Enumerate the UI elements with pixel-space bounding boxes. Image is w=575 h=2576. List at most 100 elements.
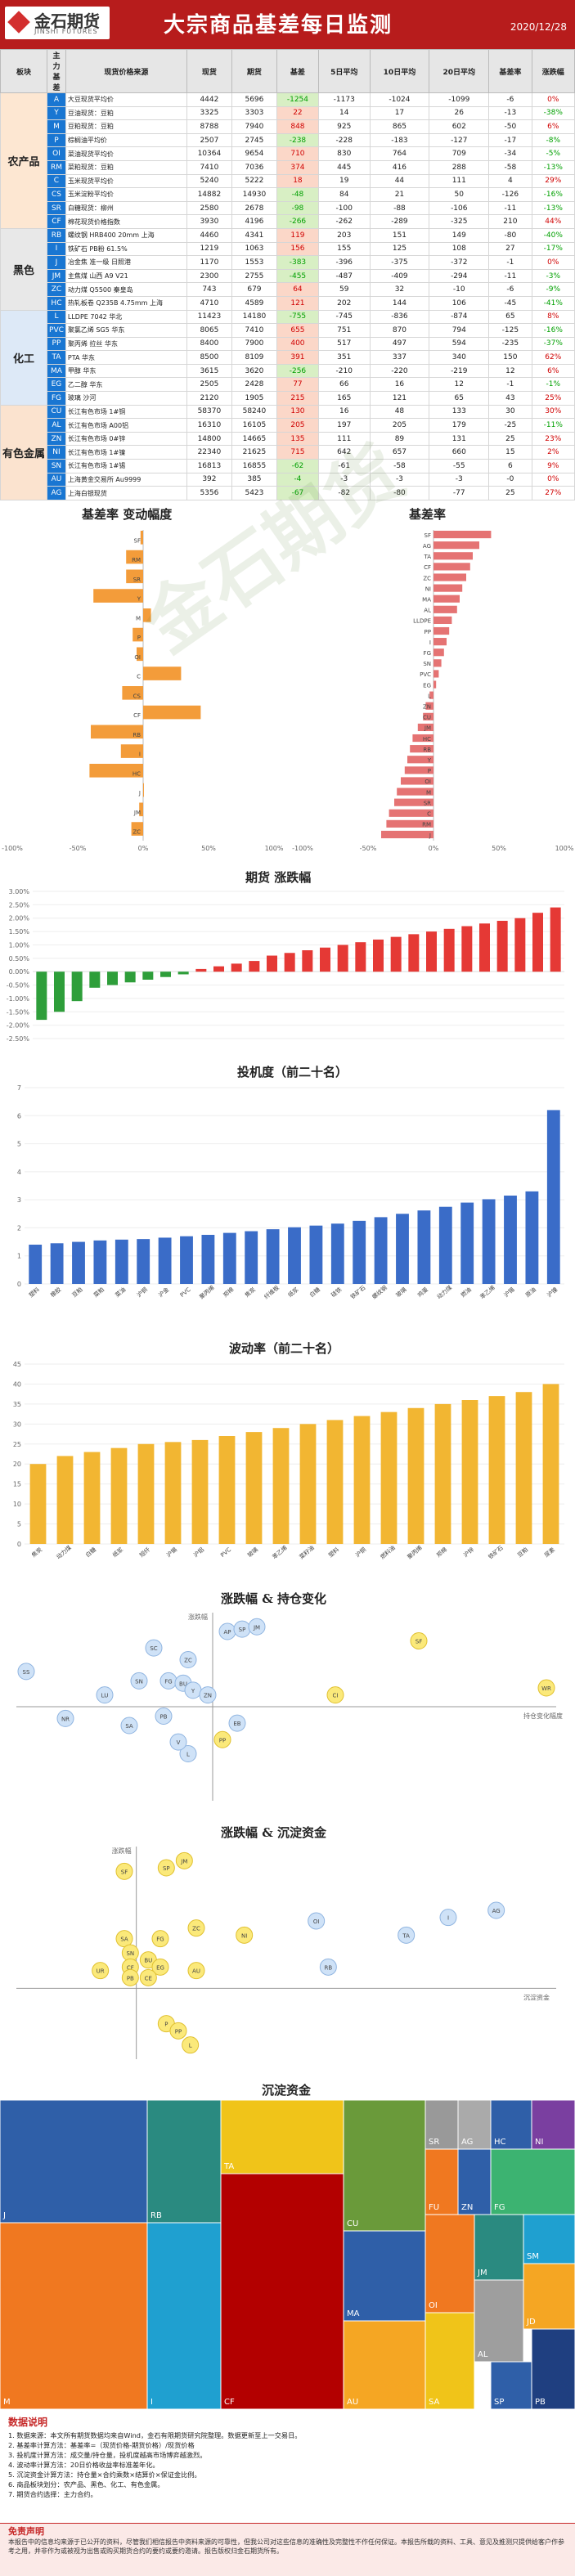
table-cell: 121	[276, 295, 319, 311]
table-row: J 冶金焦 准一级 日照港 1170 1553 -383 -396 -375 -372 -1 0%	[1, 255, 575, 270]
table-cell: 16310	[186, 418, 232, 433]
column-header: 现货	[186, 49, 232, 93]
chg-bar	[160, 972, 171, 977]
scatter1-point-label: EB	[233, 1721, 240, 1727]
table-row: AL 长江有色市场 A00铝 16310 16105 205 197 205 179 -25 -1…	[1, 418, 575, 433]
table-cell: 5240	[186, 173, 232, 189]
basis-change-bar	[143, 608, 151, 622]
table-cell: 210	[488, 214, 532, 229]
table-cell: -6	[488, 92, 532, 107]
table-cell: 大豆现货平均价	[65, 92, 187, 107]
chg-ytick: -0.50%	[7, 982, 30, 990]
scatter1-point-label: LU	[101, 1693, 109, 1699]
scatter2-point	[187, 1962, 205, 1980]
page-header: 金石期货 JINSHI FUTURES 大宗商品基差每日监测 2020/12/2…	[0, 0, 575, 49]
table-cell: 149	[429, 227, 490, 243]
basis-rate-label: M	[426, 789, 431, 796]
logo: 金石期货 JINSHI FUTURES	[5, 7, 110, 39]
table-cell: -183	[369, 132, 430, 148]
vol-bar	[353, 1416, 371, 1544]
treemap-title: 沉淀资金	[262, 2083, 312, 2098]
table-cell: 长江有色市场 A00铝	[65, 418, 187, 433]
spec-bar	[180, 1236, 193, 1284]
column-header: 基差	[276, 49, 319, 93]
table-cell: 150	[488, 350, 532, 365]
table-cell: 8%	[531, 309, 575, 325]
table-cell: 0%	[531, 472, 575, 487]
table-cell: 392	[186, 472, 232, 487]
table-cell: 0%	[531, 92, 575, 107]
spec-xlabel: 燃油	[459, 1286, 473, 1299]
table-cell: I	[47, 241, 66, 257]
vol-xlabel: 豆粕	[516, 1546, 530, 1559]
table-cell: 751	[317, 323, 371, 338]
chg-bar	[320, 947, 330, 972]
basis-rate-bar	[389, 809, 433, 817]
table-cell: 517	[317, 336, 371, 352]
table-row: ZN 长江有色市场 0#锌 14800 14665 135 111 89 131 25 23%	[1, 431, 575, 447]
table-cell: CS	[47, 187, 66, 202]
basis-change-label: CS	[133, 693, 142, 699]
basis-rate-bar	[433, 638, 447, 646]
table-cell: FG	[47, 391, 66, 406]
scatter1-point	[326, 1686, 344, 1704]
basis-rate-bar	[433, 541, 479, 550]
table-cell: 43	[488, 391, 532, 406]
scatter2-chart: 沉淀资金 涨跌幅 SF SP JM OI ZC NI SA FG SN BU CF EG AU UR CE I TA…	[16, 1847, 556, 2059]
table-cell: 205	[369, 418, 430, 433]
table-cell: 5222	[231, 173, 277, 189]
basis-rate-bar	[401, 777, 433, 785]
basis-change-label: SR	[133, 577, 141, 583]
table-cell: 830	[317, 146, 371, 161]
table-cell: 337	[369, 350, 430, 365]
table-cell: 1219	[186, 241, 232, 257]
spec-bar	[396, 1214, 409, 1284]
table-cell: 2678	[231, 200, 277, 216]
table-cell: 9654	[231, 146, 277, 161]
vol-xlabel: 郑棉	[435, 1546, 449, 1559]
spec-xlabel: 鸡蛋	[416, 1286, 430, 1299]
treemap-block	[523, 2263, 575, 2330]
table-cell: 铁矿石 PB粉 61.5%	[65, 241, 187, 257]
scatter2-point-label: PB	[127, 1975, 134, 1981]
table-cell: 玉米淀粉平均价	[65, 187, 187, 202]
table-cell: -3	[429, 472, 490, 487]
table-cell: SR	[47, 200, 66, 216]
table-cell: 热轧板卷 Q235B 4.75mm 上海	[65, 295, 187, 311]
table-row: CF 棉花现货价格指数 3930 4196 -266 -262 -289 -325 210 44%	[1, 214, 575, 229]
chg-bar	[461, 926, 473, 972]
table-row: P 棕榈油平均价 2507 2745 -238 -228 -183 -127 -17 -8%	[1, 132, 575, 148]
vol-xlabel: 玻璃	[246, 1546, 260, 1559]
vol-xlabel: 铁矿石	[487, 1544, 505, 1560]
table-cell: 374	[276, 159, 319, 175]
basis-rate-label: SF	[425, 532, 431, 539]
scatter2-point-label: SA	[120, 1936, 128, 1943]
table-cell: 416	[369, 159, 430, 175]
table-cell: 106	[429, 295, 490, 311]
table-cell: 3930	[186, 214, 232, 229]
treemap-block	[474, 2214, 524, 2281]
table-cell: -125	[488, 323, 532, 338]
vol-xlabel: 尿素	[543, 1546, 557, 1559]
scatter2-point-label: TA	[402, 1932, 410, 1939]
basis-rate-bar	[433, 531, 492, 539]
vol-ytick: 25	[13, 1441, 21, 1448]
table-cell: C	[47, 173, 66, 189]
scatter2-point-label: CF	[127, 1964, 134, 1971]
basis-rate-label: ZN	[423, 704, 431, 711]
table-cell: -325	[429, 214, 490, 229]
scatter2-point-label: RB	[324, 1964, 332, 1971]
chg-bar	[36, 972, 47, 1021]
scatter1-point-label: SF	[416, 1639, 422, 1645]
table-row: 有色金属 CU 长江有色市场 1#铜 58370 58240 130 16 48 133 30 30…	[0, 404, 575, 500]
table-row: AG 上海白银现货 5356 5423 -67 -82 -80 -77 25 27%	[1, 486, 575, 500]
basis-change-label: HC	[133, 770, 141, 777]
scatter1-point	[410, 1632, 428, 1649]
table-cell: 660	[429, 445, 490, 460]
spec-ytick: 0	[17, 1281, 21, 1288]
table-row: 农产品 A 大豆现货平均价 4442 5696 -1254 -1173 -1024 -1099-…	[0, 92, 575, 229]
basis-rate-label: CU	[423, 715, 431, 721]
note-line: 3. 投机度计算方法：成交量/持仓量，投机度越高市场博弈越激烈。	[8, 2451, 207, 2459]
vol-bar	[29, 1464, 47, 1544]
basis-rate-bar	[433, 659, 442, 667]
